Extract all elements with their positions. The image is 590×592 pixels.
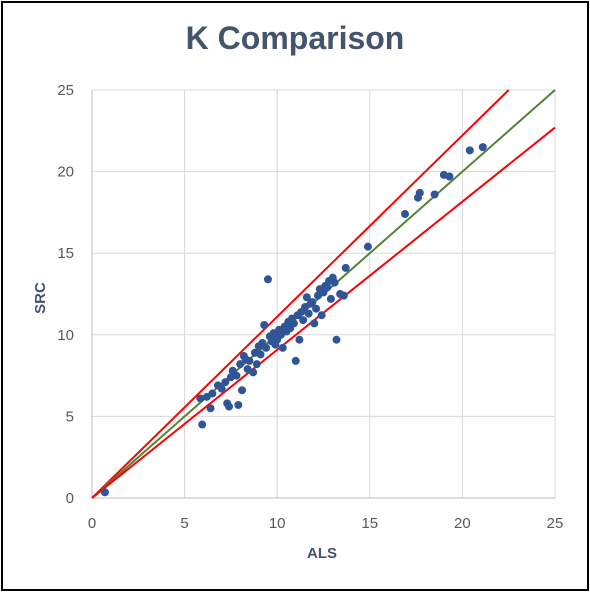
data-point xyxy=(249,368,258,377)
x-tick-label: 10 xyxy=(269,515,286,532)
gridlines xyxy=(92,89,556,498)
data-point xyxy=(236,360,245,369)
data-point xyxy=(304,309,313,318)
data-point xyxy=(478,143,487,152)
data-point xyxy=(260,321,269,330)
data-point xyxy=(308,298,317,307)
data-point xyxy=(400,210,409,219)
data-point xyxy=(198,420,207,429)
x-axis-title: ALS xyxy=(307,545,337,562)
x-tick-label: 15 xyxy=(361,515,378,532)
data-point xyxy=(291,356,300,365)
data-point xyxy=(278,343,287,352)
data-point xyxy=(225,402,234,411)
x-tick-label: 5 xyxy=(180,515,188,532)
data-point xyxy=(206,404,215,413)
y-tick-label: 10 xyxy=(57,327,74,344)
data-point xyxy=(238,386,247,395)
y-tick-label: 20 xyxy=(57,164,74,181)
data-point xyxy=(323,283,332,292)
data-point xyxy=(232,371,241,380)
data-point xyxy=(310,319,319,328)
upper-reference-line xyxy=(91,89,510,499)
data-point xyxy=(263,275,272,284)
y-axis-title: SRC xyxy=(32,282,49,314)
y-tick-label: 15 xyxy=(57,245,74,262)
data-point xyxy=(415,188,424,197)
data-point xyxy=(234,400,243,409)
data-point xyxy=(295,335,304,344)
data-point xyxy=(256,350,265,359)
x-tick-label: 25 xyxy=(547,515,564,532)
data-point xyxy=(196,394,205,403)
data-point xyxy=(430,190,439,199)
data-point xyxy=(100,488,109,497)
data-point xyxy=(465,146,474,155)
data-point xyxy=(445,172,454,181)
y-tick-label: 25 xyxy=(57,82,74,99)
data-point xyxy=(217,384,226,393)
data-point xyxy=(330,278,339,287)
data-point xyxy=(208,389,217,398)
y-tick-label: 0 xyxy=(66,490,74,507)
axes xyxy=(91,90,555,499)
data-point xyxy=(262,343,271,352)
data-point xyxy=(312,304,321,313)
data-point xyxy=(221,378,230,387)
data-point xyxy=(317,311,326,320)
data-point xyxy=(363,242,372,251)
data-point xyxy=(326,294,335,303)
tick-labels: 0 5 10 15 20 25 0 5 10 15 20 25 xyxy=(57,82,563,532)
data-points xyxy=(100,143,487,497)
x-tick-label: 0 xyxy=(88,515,96,532)
chart-title: K Comparison xyxy=(185,20,405,56)
x-tick-label: 20 xyxy=(454,515,471,532)
data-point xyxy=(289,319,298,328)
data-point xyxy=(332,335,341,344)
data-point xyxy=(341,263,350,272)
data-point xyxy=(302,293,311,302)
y-tick-label: 5 xyxy=(66,408,74,425)
data-point xyxy=(245,356,254,365)
data-point xyxy=(339,291,348,300)
data-point xyxy=(299,316,308,325)
data-point xyxy=(252,360,261,369)
